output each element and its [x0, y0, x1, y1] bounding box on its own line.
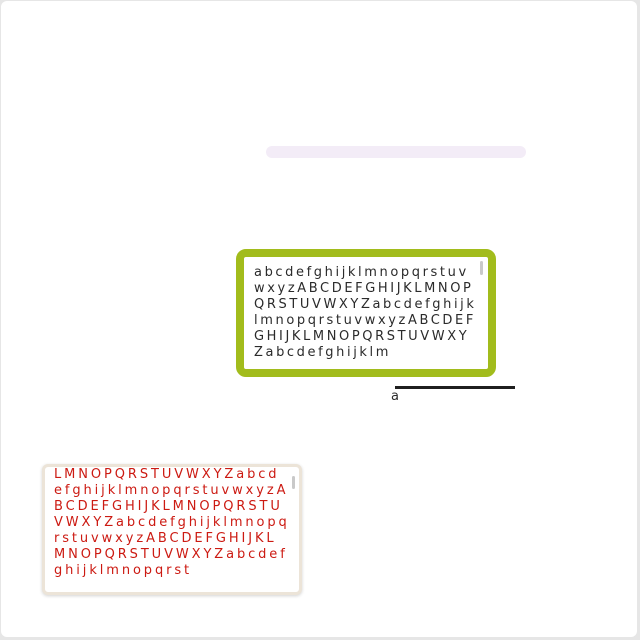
slider-label: a: [391, 389, 399, 404]
green-text-area-content[interactable]: abcdefghijklmnopqrstuvwxyzABCDEFGHIJKLMN…: [254, 265, 477, 360]
red-text-area-scrollbar[interactable]: [292, 476, 295, 489]
green-text-area-scrollbar[interactable]: [480, 261, 483, 275]
progress-bar: [266, 146, 526, 158]
slider-track[interactable]: [395, 386, 515, 389]
red-text-area[interactable]: LMNOPQRSTUVWXYZabcdefghijklmnopqrstuvwxy…: [42, 464, 302, 595]
green-text-area[interactable]: abcdefghijklmnopqrstuvwxyzABCDEFGHIJKLMN…: [236, 249, 496, 377]
red-text-area-content[interactable]: LMNOPQRSTUVWXYZabcdefghijklmnopqrstuvwxy…: [54, 467, 290, 578]
